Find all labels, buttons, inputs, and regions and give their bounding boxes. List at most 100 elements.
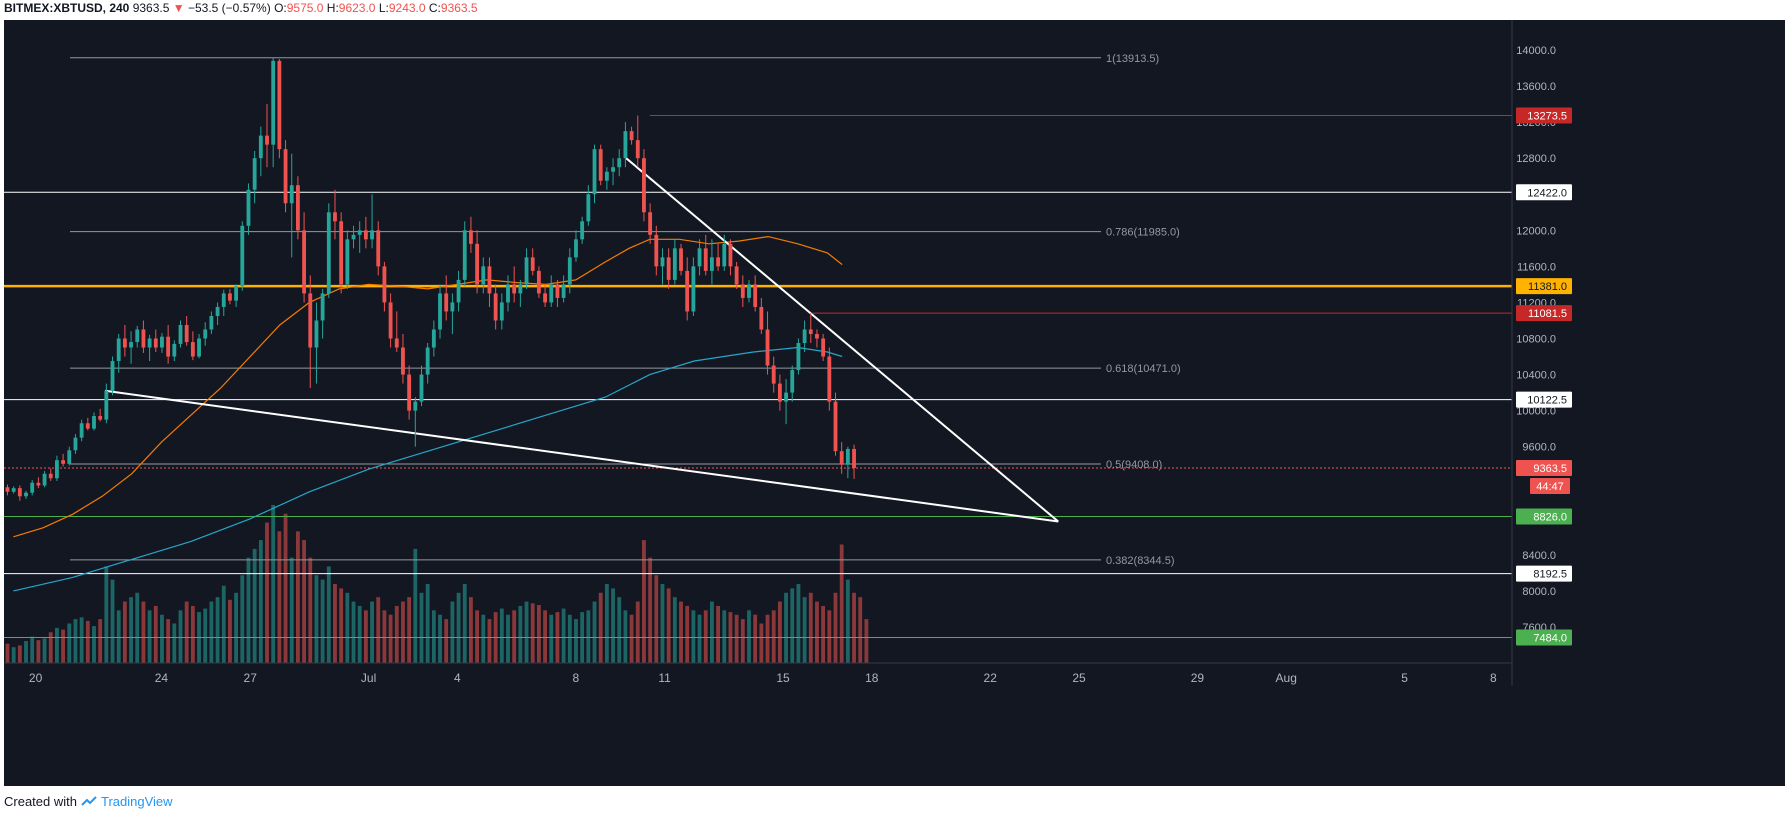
volume-bar — [654, 575, 659, 663]
candle-body — [796, 343, 801, 371]
level-label-box — [1516, 391, 1572, 408]
volume-bar — [703, 610, 708, 663]
price-tick-label: 12800.0 — [1516, 153, 1556, 165]
volume-bar — [419, 592, 424, 663]
volume-bar — [234, 592, 239, 663]
candle-body — [728, 243, 733, 267]
candle-body — [574, 239, 578, 258]
volume-bar — [518, 605, 523, 663]
candle-body — [48, 473, 53, 479]
candle-body — [419, 374, 424, 402]
volume-bar — [790, 588, 795, 663]
candle-body — [623, 131, 628, 159]
candle-body — [753, 284, 758, 307]
volume-bar — [160, 614, 164, 663]
fib-level-label: 0.5(9408.0) — [1106, 459, 1162, 471]
candle-body — [153, 338, 158, 348]
horizontal-levels: 1(13913.5) 0.786(11985.0) 0.618(10471.0) 0.… — [4, 53, 1512, 638]
volume-bar — [815, 601, 819, 663]
open-label: O: — [274, 1, 287, 15]
candle-body — [382, 266, 387, 303]
trendline-lower-support — [105, 389, 1059, 523]
volume-bar — [24, 641, 28, 663]
volume-bar — [363, 610, 368, 663]
symbol-label[interactable]: BITMEX:XBTUSD, 240 — [4, 1, 130, 15]
candle-body — [518, 284, 523, 294]
volume-bar — [98, 619, 103, 663]
volume-bar — [48, 632, 53, 663]
candle-body — [5, 487, 10, 492]
ray-level-label-text: 11081.5 — [1528, 308, 1567, 320]
candle-body — [839, 451, 844, 465]
volume-bar — [753, 614, 758, 663]
volume-bar — [388, 614, 393, 663]
candle-body — [246, 189, 251, 226]
candle-body — [802, 329, 807, 344]
volume-bar — [524, 601, 529, 663]
price-tick-label: 10400.0 — [1516, 370, 1556, 382]
candle-body — [228, 293, 232, 301]
volume-bar — [802, 597, 807, 663]
volume-bar — [153, 605, 158, 663]
candle-body — [790, 370, 795, 393]
volume-bar — [617, 597, 622, 663]
time-tick-label: Jul — [361, 671, 376, 685]
price-tick-label: 10800.0 — [1516, 334, 1556, 346]
candle-body — [487, 266, 492, 294]
candle-body — [166, 336, 171, 357]
candle-body — [666, 257, 671, 280]
volume-bar — [586, 610, 591, 663]
volume-bar — [784, 592, 788, 663]
candle-body — [524, 257, 529, 285]
price-chart[interactable]: 1(13913.5) 0.786(11985.0) 0.618(10471.0) 0.… — [0, 20, 1785, 786]
tradingview-link[interactable]: TradingView — [100, 794, 173, 809]
candle-body — [635, 140, 640, 159]
volume-bar — [858, 597, 863, 663]
volume-bar — [506, 614, 510, 663]
volume-bar — [642, 540, 646, 663]
time-tick-label: 27 — [244, 671, 258, 685]
candle-body — [604, 171, 609, 181]
volume-bar — [339, 588, 344, 663]
volume-bars — [5, 505, 869, 663]
candle-body — [363, 230, 368, 240]
high-label: H: — [326, 1, 339, 15]
volume-bar — [827, 610, 832, 663]
volume-bar — [574, 619, 578, 663]
candle-body — [79, 423, 84, 438]
candle-body — [512, 284, 517, 294]
volume-bar — [444, 619, 449, 663]
candle-body — [271, 60, 276, 145]
candle-body — [444, 293, 449, 312]
volume-bar — [747, 610, 751, 663]
volume-bar — [240, 575, 245, 663]
candle-body — [345, 239, 350, 285]
volume-bar — [345, 592, 350, 663]
volume-bar — [203, 608, 208, 663]
candle-body — [376, 230, 381, 267]
volume-bar — [401, 601, 405, 663]
volume-bar — [456, 592, 461, 663]
candle-body — [240, 225, 245, 287]
candle-body — [567, 257, 572, 285]
candle-body — [462, 230, 467, 280]
candle-body — [184, 324, 189, 343]
candle-body — [722, 243, 727, 267]
volume-bar — [351, 601, 356, 663]
volume-bar — [333, 584, 337, 663]
countdown-box — [1530, 478, 1570, 495]
volume-bar — [685, 605, 690, 663]
candles — [5, 57, 856, 501]
candle-body — [679, 248, 683, 271]
candle-body — [11, 488, 16, 492]
tradingview-logo-icon — [81, 795, 97, 806]
candle-body — [116, 338, 121, 362]
candle-body — [845, 448, 850, 465]
candle-body — [54, 460, 59, 479]
price-tick-label: 12000.0 — [1516, 225, 1556, 237]
volume-bar — [178, 610, 183, 663]
volume-bar — [326, 566, 331, 663]
candle-body — [190, 342, 195, 357]
time-tick-label: 4 — [454, 671, 461, 685]
volume-bar — [122, 601, 127, 663]
